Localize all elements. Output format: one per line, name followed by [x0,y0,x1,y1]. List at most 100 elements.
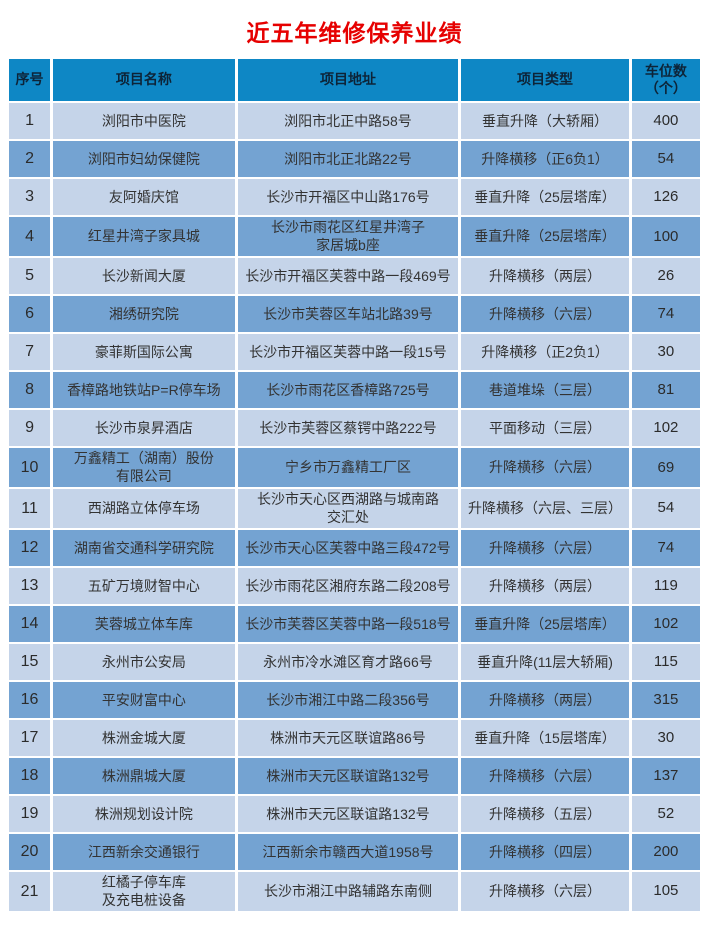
cell-type: 升降横移（四层） [461,833,629,870]
cell-spaces: 105 [631,871,700,911]
cell-no: 14 [9,605,51,642]
cell-type: 升降横移（两层） [461,681,629,718]
cell-no: 3 [9,179,51,215]
cell-spaces: 52 [631,795,700,832]
cell-type: 升降横移（六层） [461,295,629,332]
cell-address: 长沙市湘江中路二段356号 [237,681,459,718]
cell-address: 株洲市天元区联谊路132号 [237,795,459,832]
table-row: 19 株洲规划设计院 株洲市天元区联谊路132号 升降横移（五层） 52 [9,795,700,832]
cell-spaces: 74 [631,529,700,566]
table-row: 13 五矿万境财智中心 长沙市雨花区湘府东路二段208号 升降横移（两层） 119 [9,567,700,604]
table-row: 18 株洲鼎城大厦 株洲市天元区联谊路132号 升降横移（六层） 137 [9,757,700,794]
cell-spaces: 102 [631,605,700,642]
page-title: 近五年维修保养业绩 [246,20,463,46]
cell-no: 12 [9,529,51,566]
cell-type: 升降横移（六层） [461,757,629,794]
cell-spaces: 315 [631,681,700,718]
cell-spaces: 115 [631,643,700,680]
cell-no: 11 [9,488,51,528]
cell-name: 芙蓉城立体车库 [53,605,235,642]
cell-spaces: 30 [631,719,700,756]
cell-name: 湖南省交通科学研究院 [53,529,235,566]
cell-no: 7 [9,333,51,370]
cell-name: 香樟路地铁站P=R停车场 [53,371,235,408]
cell-type: 巷道堆垛（三层） [461,371,629,408]
cell-no: 10 [9,447,51,487]
cell-address: 长沙市开福区芙蓉中路一段469号 [237,257,459,294]
cell-spaces: 74 [631,295,700,332]
cell-type: 升降横移（六层） [461,447,629,487]
table-row: 7 豪菲斯国际公寓 长沙市开福区芙蓉中路一段15号 升降横移（正2负1） 30 [9,333,700,370]
column-header-no: 序号 [9,59,51,101]
cell-no: 9 [9,409,51,446]
cell-name: 红橘子停车库 及充电桩设备 [53,871,235,911]
maintenance-performance-table: 序号 项目名称 项目地址 项目类型 车位数 （个） 1 浏阳市中医院 浏阳市北正中路58号垂… [6,57,703,913]
cell-spaces: 81 [631,371,700,408]
cell-no: 13 [9,567,51,604]
table-row: 9 长沙市泉昇酒店 长沙市芙蓉区蔡锷中路222号 平面移动（三层） 102 [9,409,700,446]
cell-name: 万鑫精工（湖南）股份 有限公司 [53,447,235,487]
cell-no: 4 [9,217,51,256]
cell-type: 升降横移（六层、三层） [461,488,629,528]
cell-address: 长沙市芙蓉区芙蓉中路一段518号 [237,605,459,642]
cell-name: 株洲鼎城大厦 [53,757,235,794]
cell-address: 长沙市湘江中路辅路东南侧 [237,871,459,911]
cell-address: 长沙市开福区芙蓉中路一段15号 [237,333,459,370]
cell-spaces: 137 [631,757,700,794]
cell-address: 株洲市天元区联谊路86号 [237,719,459,756]
header-row: 序号 项目名称 项目地址 项目类型 车位数 （个） [9,59,700,101]
table-row: 3 友阿婚庆馆 长沙市开福区中山路176号 垂直升降（25层塔库） 126 [9,179,700,215]
table-row: 12 湖南省交通科学研究院 长沙市天心区芙蓉中路三段472号 升降横移（六层） 74 [9,529,700,566]
cell-name: 长沙市泉昇酒店 [53,409,235,446]
cell-name: 湘绣研究院 [53,295,235,332]
cell-type: 升降横移（正2负1） [461,333,629,370]
table-row: 2 浏阳市妇幼保健院 浏阳市北正北路22号 升降横移（正6负1） 54 [9,141,700,177]
table-row: 1 浏阳市中医院 浏阳市北正中路58号 垂直升降（大轿厢） 400 [9,103,700,139]
table-row: 6 湘绣研究院 长沙市芙蓉区车站北路39号 升降横移（六层） 74 [9,295,700,332]
cell-address: 江西新余市赣西大道1958号 [237,833,459,870]
cell-name: 江西新余交通银行 [53,833,235,870]
cell-type: 升降横移（两层） [461,567,629,604]
cell-address: 宁乡市万鑫精工厂区 [237,447,459,487]
cell-spaces: 102 [631,409,700,446]
cell-name: 浏阳市中医院 [53,103,235,139]
column-header-type: 项目类型 [461,59,629,101]
cell-address: 长沙市天心区西湖路与城南路 交汇处 [237,488,459,528]
cell-spaces: 26 [631,257,700,294]
cell-name: 友阿婚庆馆 [53,179,235,215]
cell-type: 垂直升降（15层塔库） [461,719,629,756]
column-header-address: 项目地址 [237,59,459,101]
table-row: 14 芙蓉城立体车库 长沙市芙蓉区芙蓉中路一段518号 垂直升降（25层塔库） 102 [9,605,700,642]
column-header-spaces: 车位数 （个） [631,59,700,101]
cell-name: 五矿万境财智中心 [53,567,235,604]
table-row: 11 西湖路立体停车场 长沙市天心区西湖路与城南路 交汇处 升降横移（六层、三层） 54 [9,488,700,528]
cell-type: 升降横移（五层） [461,795,629,832]
cell-no: 17 [9,719,51,756]
cell-no: 19 [9,795,51,832]
table-row: 4 红星井湾子家具城 长沙市雨花区红星井湾子 家居城b座 垂直升降（25层塔库） 100 [9,217,700,256]
cell-type: 垂直升降（25层塔库） [461,605,629,642]
table-row: 16 平安财富中心 长沙市湘江中路二段356号 升降横移（两层） 315 [9,681,700,718]
cell-type: 平面移动（三层） [461,409,629,446]
cell-no: 5 [9,257,51,294]
cell-address: 长沙市雨花区香樟路725号 [237,371,459,408]
cell-no: 18 [9,757,51,794]
cell-no: 16 [9,681,51,718]
table-row: 10 万鑫精工（湖南）股份 有限公司 宁乡市万鑫精工厂区 升降横移（六层） 69 [9,447,700,487]
table-row: 21 红橘子停车库 及充电桩设备 长沙市湘江中路辅路东南侧 升降横移（六层） 105 [9,871,700,911]
cell-address: 长沙市芙蓉区蔡锷中路222号 [237,409,459,446]
cell-address: 长沙市天心区芙蓉中路三段472号 [237,529,459,566]
cell-no: 20 [9,833,51,870]
cell-spaces: 54 [631,141,700,177]
cell-type: 升降横移（正6负1） [461,141,629,177]
cell-spaces: 69 [631,447,700,487]
cell-type: 垂直升降(11层大轿厢) [461,643,629,680]
cell-spaces: 200 [631,833,700,870]
cell-spaces: 30 [631,333,700,370]
cell-no: 21 [9,871,51,911]
cell-no: 8 [9,371,51,408]
table-row: 8 香樟路地铁站P=R停车场 长沙市雨花区香樟路725号 巷道堆垛（三层） 81 [9,371,700,408]
cell-address: 长沙市开福区中山路176号 [237,179,459,215]
cell-type: 升降横移（六层） [461,871,629,911]
